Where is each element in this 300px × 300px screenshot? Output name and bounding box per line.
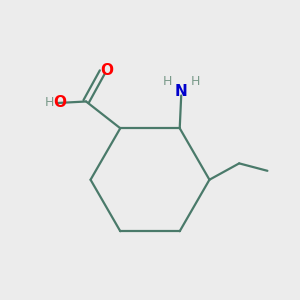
Text: O: O	[53, 95, 66, 110]
Text: H: H	[162, 75, 172, 88]
Text: H: H	[45, 97, 55, 110]
Text: N: N	[175, 84, 188, 99]
Text: O: O	[100, 63, 113, 78]
Text: H: H	[191, 75, 200, 88]
